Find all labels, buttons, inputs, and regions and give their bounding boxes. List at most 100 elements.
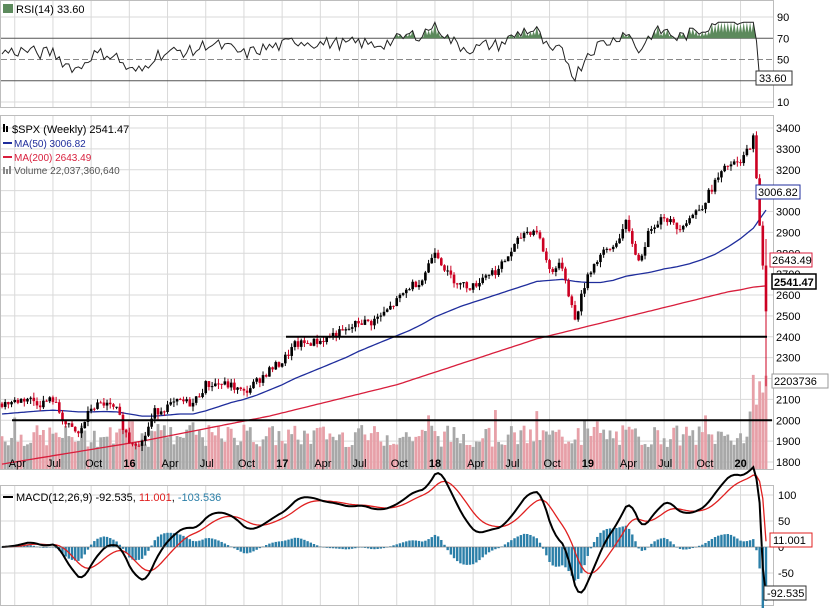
ohlc-body xyxy=(48,397,52,402)
ohlc-body xyxy=(137,445,141,447)
ohlc-body xyxy=(35,401,39,406)
volume-bar xyxy=(51,433,55,469)
ohlc-body xyxy=(54,401,58,403)
ohlc-body xyxy=(510,251,513,257)
macd-histogram-bar xyxy=(93,541,96,547)
macd-histogram-bar xyxy=(506,542,510,547)
volume-bar xyxy=(306,433,309,469)
macd-histogram-bar xyxy=(293,537,297,547)
macd-histogram-bar xyxy=(331,547,335,549)
volume-bar xyxy=(567,441,571,469)
ohlc-body xyxy=(490,270,494,275)
macd-histogram-bar xyxy=(656,539,659,547)
volume-bar xyxy=(86,446,90,469)
ohlc-body xyxy=(541,238,545,252)
macd-histogram-bar xyxy=(621,526,624,547)
volume-bar xyxy=(64,425,68,469)
macd-histogram-bar xyxy=(468,547,472,565)
ohlc-body xyxy=(551,268,555,272)
macd-histogram-bar xyxy=(510,540,513,547)
x-axis-label: Oct xyxy=(544,458,561,470)
macd-tick-label: 100 xyxy=(778,490,796,502)
ohlc-body xyxy=(748,148,752,150)
macd-histogram-bar xyxy=(748,540,752,547)
volume-bar xyxy=(347,446,351,469)
x-axis-label: 20 xyxy=(735,458,747,470)
ohlc-body xyxy=(487,274,491,276)
macd-histogram-bar xyxy=(315,545,319,547)
ohlc-body xyxy=(723,165,726,172)
x-axis-label: Apr xyxy=(467,458,484,470)
rsi-tick-label: 70 xyxy=(777,33,789,45)
ohlc-body xyxy=(465,282,469,289)
volume-bar xyxy=(704,415,707,469)
ohlc-body xyxy=(220,383,223,385)
macd-histogram-bar xyxy=(669,541,672,547)
ohlc-body xyxy=(707,189,710,203)
macd-histogram-bar xyxy=(589,547,593,549)
macd-histogram-bar xyxy=(26,544,29,547)
volume-bar xyxy=(312,430,316,469)
macd-histogram-bar xyxy=(586,547,589,556)
volume-bar xyxy=(268,427,271,469)
volume-bar xyxy=(411,441,415,469)
volume-bar xyxy=(0,436,4,469)
macd-histogram-bar xyxy=(121,547,125,549)
ohlc-body xyxy=(268,367,271,377)
ohlc-body xyxy=(691,214,695,219)
ohlc-body xyxy=(433,252,437,258)
macd-histogram-bar xyxy=(717,535,720,547)
volume-bar xyxy=(643,444,647,469)
macd-histogram-bar xyxy=(175,533,179,547)
volume-bar xyxy=(404,432,408,469)
ohlc-body xyxy=(398,294,402,299)
price-tick-label: 2900 xyxy=(776,227,800,239)
volume-bar xyxy=(360,425,364,469)
ohlc-body xyxy=(67,423,71,425)
x-axis-label: Oct xyxy=(391,458,408,470)
macd-histogram-bar xyxy=(344,547,347,550)
macd-histogram-bar xyxy=(363,547,367,548)
volume-bar xyxy=(751,374,755,469)
volume-bar xyxy=(96,446,99,469)
volume-bar xyxy=(755,404,758,469)
ohlc-body xyxy=(640,255,644,261)
volume-bar xyxy=(299,444,303,469)
ohlc-body xyxy=(261,375,265,383)
volume-bar xyxy=(474,441,478,469)
volume-bar xyxy=(634,428,637,469)
ohlc-body xyxy=(503,261,507,263)
volume-bar xyxy=(554,431,558,469)
macd-histogram-bar xyxy=(74,547,77,561)
volume-bar xyxy=(303,430,306,469)
macd-histogram-bar xyxy=(411,540,414,547)
macd-histogram-bar xyxy=(691,547,694,549)
volume-bar xyxy=(388,445,392,469)
volume-bar xyxy=(599,432,602,469)
volume-bar xyxy=(369,433,373,469)
macd-histogram-bar xyxy=(484,547,488,555)
ohlc-body xyxy=(710,189,714,192)
macd-histogram-bar xyxy=(350,547,354,549)
volume-bar xyxy=(401,436,405,469)
macd-histogram-bar xyxy=(745,541,749,547)
macd-histogram-bar xyxy=(459,547,462,564)
volume-bar xyxy=(732,444,736,469)
macd-histogram-bar xyxy=(576,547,580,579)
volume-bar xyxy=(592,426,596,469)
ohlc-body xyxy=(341,329,344,331)
macd-histogram-bar xyxy=(268,543,271,547)
macd-histogram-bar xyxy=(226,545,230,547)
volume-bar xyxy=(175,436,179,469)
ohlc-body xyxy=(621,229,625,239)
volume-bar xyxy=(700,432,704,469)
ohlc-body xyxy=(284,354,287,364)
ohlc-body xyxy=(742,155,746,164)
ohlc-body xyxy=(475,283,478,287)
volume-bar xyxy=(143,444,147,469)
ohlc-body xyxy=(194,396,198,403)
ohlc-body xyxy=(440,258,443,266)
svg-text:2203736: 2203736 xyxy=(774,376,817,388)
volume-bar xyxy=(283,443,287,469)
volume-bar xyxy=(544,431,548,469)
